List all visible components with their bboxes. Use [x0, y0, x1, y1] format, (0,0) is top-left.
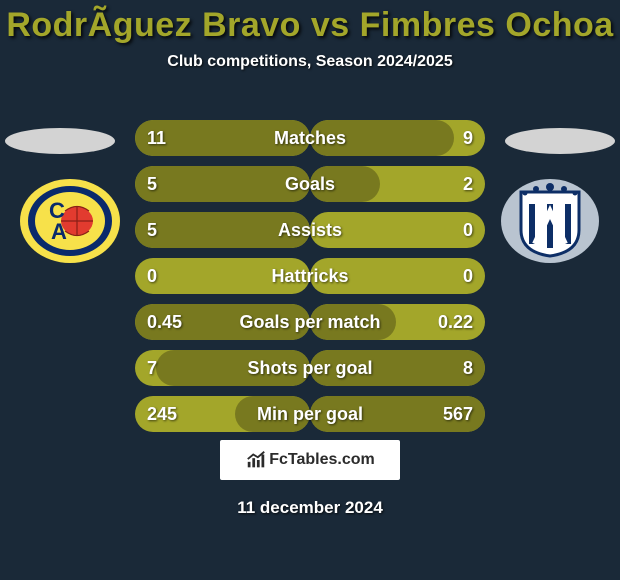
stat-value-right: 0.22: [438, 312, 473, 333]
stat-fill-right: [310, 120, 454, 156]
stat-value-left: 7: [147, 358, 157, 379]
stat-fill-left: [135, 166, 310, 202]
club-logo-left: C A: [19, 178, 121, 264]
shadow-ellipse-right: [505, 128, 615, 154]
stat-bar-left: 5: [135, 166, 310, 202]
stat-row: 78Shots per goal: [135, 350, 485, 386]
stat-value-left: 0: [147, 266, 157, 287]
stat-value-left: 0.45: [147, 312, 182, 333]
club-logo-right: [499, 178, 601, 264]
stat-value-left: 5: [147, 220, 157, 241]
stat-bar-right: 2: [310, 166, 485, 202]
stat-bar-right: 0.22: [310, 304, 485, 340]
stat-value-left: 5: [147, 174, 157, 195]
stat-fill-right: [310, 350, 485, 386]
stat-value-right: 0: [463, 220, 473, 241]
watermark: FcTables.com: [220, 440, 400, 480]
stats-container: 119Matches52Goals50Assists00Hattricks0.4…: [135, 120, 485, 442]
page-title: RodrÃ­guez Bravo vs Fimbres Ochoa: [0, 0, 620, 45]
stat-value-left: 245: [147, 404, 177, 425]
page-title-text: RodrÃ­guez Bravo vs Fimbres Ochoa: [6, 6, 613, 44]
stat-fill-left: [156, 350, 310, 386]
stat-bar-left: 245: [135, 396, 310, 432]
stat-bar-right: 9: [310, 120, 485, 156]
stat-value-right: 0: [463, 266, 473, 287]
stat-row: 119Matches: [135, 120, 485, 156]
subtitle-text: Club competitions, Season 2024/2025: [167, 53, 452, 70]
stat-row: 00Hattricks: [135, 258, 485, 294]
stat-row: 245567Min per goal: [135, 396, 485, 432]
stat-row: 52Goals: [135, 166, 485, 202]
stat-fill-right: [310, 166, 380, 202]
stat-bar-right: 0: [310, 258, 485, 294]
stat-value-right: 567: [443, 404, 473, 425]
chart-icon: [245, 449, 267, 471]
stat-row: 50Assists: [135, 212, 485, 248]
stat-row: 0.450.22Goals per match: [135, 304, 485, 340]
stat-bar-right: 567: [310, 396, 485, 432]
stat-bar-left: 7: [135, 350, 310, 386]
stat-fill-left: [235, 396, 310, 432]
stat-bar-right: 8: [310, 350, 485, 386]
stat-value-right: 9: [463, 128, 473, 149]
stat-value-right: 2: [463, 174, 473, 195]
shadow-ellipse-left: [5, 128, 115, 154]
watermark-text: FcTables.com: [269, 451, 375, 469]
stat-value-left: 11: [147, 128, 166, 149]
stat-bar-right: 0: [310, 212, 485, 248]
stat-fill-left: [135, 212, 310, 248]
stat-bar-left: 11: [135, 120, 310, 156]
stat-bar-left: 0: [135, 258, 310, 294]
stat-fill-right: [310, 304, 396, 340]
stat-bar-left: 5: [135, 212, 310, 248]
stat-value-right: 8: [463, 358, 473, 379]
subtitle: Club competitions, Season 2024/2025: [0, 53, 620, 71]
stat-bar-left: 0.45: [135, 304, 310, 340]
svg-text:A: A: [51, 219, 67, 244]
date-text: 11 december 2024: [237, 498, 383, 517]
date: 11 december 2024: [0, 498, 620, 518]
